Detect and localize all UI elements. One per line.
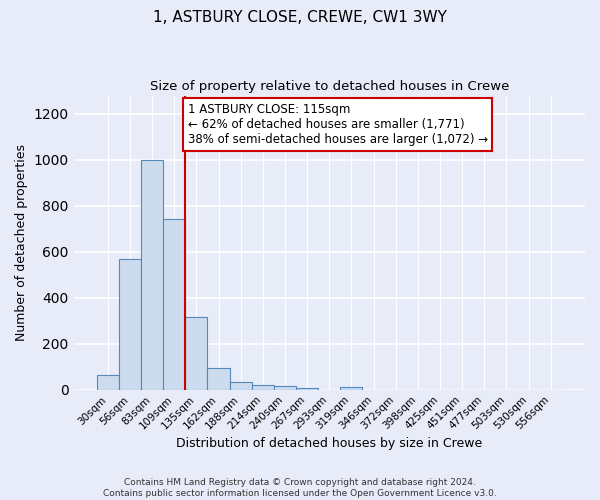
Bar <box>340 387 362 390</box>
X-axis label: Distribution of detached houses by size in Crewe: Distribution of detached houses by size … <box>176 437 482 450</box>
Bar <box>185 318 208 390</box>
Bar <box>97 375 119 390</box>
Title: Size of property relative to detached houses in Crewe: Size of property relative to detached ho… <box>149 80 509 93</box>
Bar <box>208 368 230 390</box>
Bar <box>252 385 274 390</box>
Text: Contains HM Land Registry data © Crown copyright and database right 2024.
Contai: Contains HM Land Registry data © Crown c… <box>103 478 497 498</box>
Y-axis label: Number of detached properties: Number of detached properties <box>15 144 28 341</box>
Bar <box>230 382 252 390</box>
Text: 1 ASTBURY CLOSE: 115sqm
← 62% of detached houses are smaller (1,771)
38% of semi: 1 ASTBURY CLOSE: 115sqm ← 62% of detache… <box>188 103 488 146</box>
Bar <box>296 388 318 390</box>
Bar <box>141 160 163 390</box>
Text: 1, ASTBURY CLOSE, CREWE, CW1 3WY: 1, ASTBURY CLOSE, CREWE, CW1 3WY <box>153 10 447 25</box>
Bar <box>163 218 185 390</box>
Bar <box>119 258 141 390</box>
Bar <box>274 386 296 390</box>
